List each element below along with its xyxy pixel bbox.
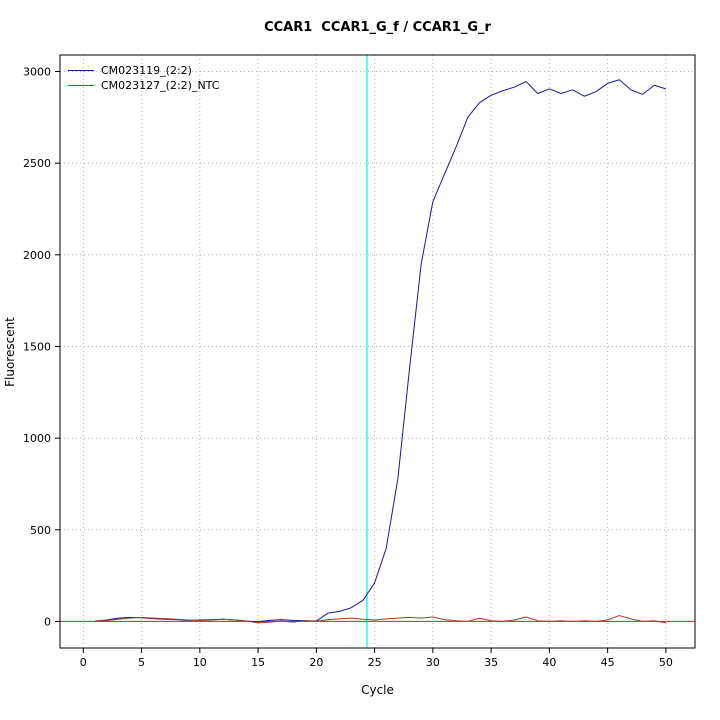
svg-text:25: 25 — [368, 656, 382, 669]
x-axis-label: Cycle — [361, 683, 394, 697]
y-axis-label: Fluorescent — [3, 317, 17, 387]
svg-text:1000: 1000 — [23, 432, 51, 445]
svg-text:1500: 1500 — [23, 340, 51, 353]
svg-text:0: 0 — [44, 615, 51, 628]
svg-text:2000: 2000 — [23, 249, 51, 262]
svg-text:40: 40 — [542, 656, 556, 669]
legend-label: CM023119_(2:2) — [101, 64, 192, 77]
svg-text:35: 35 — [484, 656, 498, 669]
svg-text:0: 0 — [80, 656, 87, 669]
svg-text:5: 5 — [138, 656, 145, 669]
svg-text:500: 500 — [30, 524, 51, 537]
svg-text:45: 45 — [601, 656, 615, 669]
svg-text:10: 10 — [193, 656, 207, 669]
svg-text:3000: 3000 — [23, 65, 51, 78]
legend-item: CM023119_(2:2) — [68, 63, 219, 78]
legend: CM023119_(2:2) CM023127_(2:2)_NTC — [68, 63, 219, 93]
svg-text:50: 50 — [659, 656, 673, 669]
legend-label: CM023127_(2:2)_NTC — [101, 79, 220, 92]
chart-title: CCAR1 CCAR1_G_f / CCAR1_G_r — [264, 20, 491, 35]
svg-text:15: 15 — [251, 656, 265, 669]
legend-line-sample — [68, 70, 94, 71]
svg-text:2500: 2500 — [23, 157, 51, 170]
svg-text:20: 20 — [309, 656, 323, 669]
legend-item: CM023127_(2:2)_NTC — [68, 78, 219, 93]
legend-line-sample — [68, 85, 94, 86]
svg-text:30: 30 — [426, 656, 440, 669]
